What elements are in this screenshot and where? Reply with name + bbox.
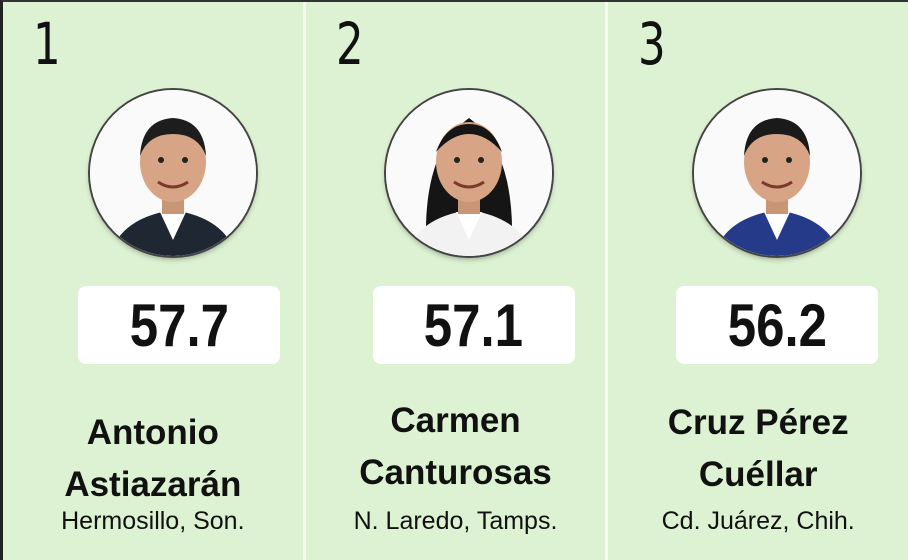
portrait xyxy=(385,90,552,256)
candidate-photo xyxy=(90,90,256,256)
candidate-name: Antonio Astiazarán xyxy=(3,407,303,511)
score-value: 57.7 xyxy=(129,291,229,359)
score-box: 56.2 xyxy=(676,286,879,364)
name-line: Carmen xyxy=(390,401,521,440)
candidate-photo xyxy=(694,90,861,256)
candidate-city: N. Laredo, Tamps. xyxy=(353,507,558,535)
candidate-card: 1 57.7 Antonio Astiazarán Hermosillo, Son. xyxy=(3,2,306,560)
score-value: 57.1 xyxy=(424,291,524,359)
name-line: Cruz Pérez xyxy=(667,403,849,442)
candidate-name: Carmen Canturosas xyxy=(306,395,606,499)
candidate-card: 3 56.2 Cruz Pérez Cuéllar Cd. Juárez, Chih. xyxy=(608,2,908,560)
portrait xyxy=(90,90,256,256)
candidate-card: 2 57.1 Carmen Canturosas N. Laredo, Tamps. xyxy=(306,2,609,560)
rank-number: 2 xyxy=(335,10,364,78)
name-line: Antonio xyxy=(86,413,219,452)
portrait xyxy=(694,90,861,256)
candidate-city: Hermosillo, Son. xyxy=(61,507,245,535)
name-line: Cuéllar xyxy=(698,455,818,494)
candidate-city: Cd. Juárez, Chih. xyxy=(661,507,855,535)
name-line: Canturosas xyxy=(359,453,552,492)
candidate-photo xyxy=(385,90,552,256)
rank-number: 1 xyxy=(33,10,61,78)
score-box: 57.1 xyxy=(372,286,575,364)
score-value: 56.2 xyxy=(727,291,827,359)
candidate-name: Cruz Pérez Cuéllar xyxy=(608,397,908,501)
rank-number: 3 xyxy=(638,10,667,78)
score-box: 57.7 xyxy=(78,286,280,364)
name-line: Astiazarán xyxy=(64,465,242,504)
